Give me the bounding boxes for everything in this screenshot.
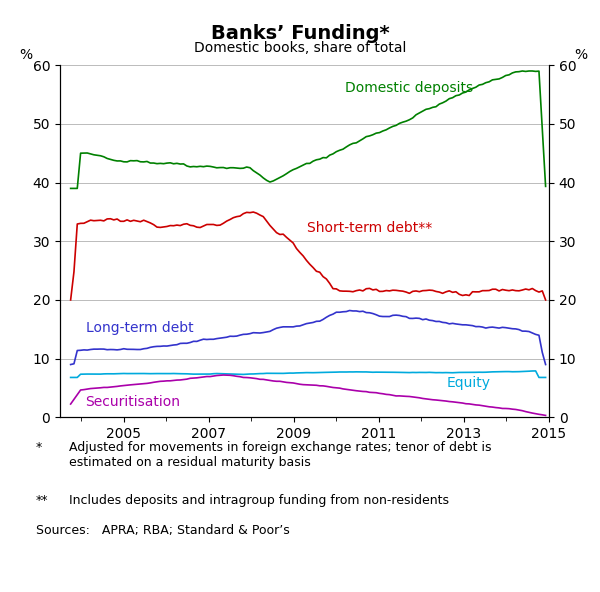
- Text: **: **: [36, 494, 49, 507]
- Text: Equity: Equity: [447, 376, 491, 390]
- Y-axis label: %: %: [574, 47, 587, 62]
- Text: Long-term debt: Long-term debt: [86, 321, 193, 335]
- Text: Domestic books, share of total: Domestic books, share of total: [194, 41, 406, 56]
- Text: Includes deposits and intragroup funding from non-residents: Includes deposits and intragroup funding…: [69, 494, 449, 507]
- Text: Adjusted for movements in foreign exchange rates; tenor of debt is
estimated on : Adjusted for movements in foreign exchan…: [69, 441, 491, 469]
- Text: Securitisation: Securitisation: [86, 395, 181, 408]
- Text: Banks’ Funding*: Banks’ Funding*: [211, 24, 389, 43]
- Text: *: *: [36, 441, 42, 454]
- Text: Short-term debt**: Short-term debt**: [307, 221, 432, 236]
- Text: Domestic deposits: Domestic deposits: [345, 81, 473, 95]
- Y-axis label: %: %: [19, 47, 32, 62]
- Text: Sources:   APRA; RBA; Standard & Poor’s: Sources: APRA; RBA; Standard & Poor’s: [36, 524, 290, 537]
